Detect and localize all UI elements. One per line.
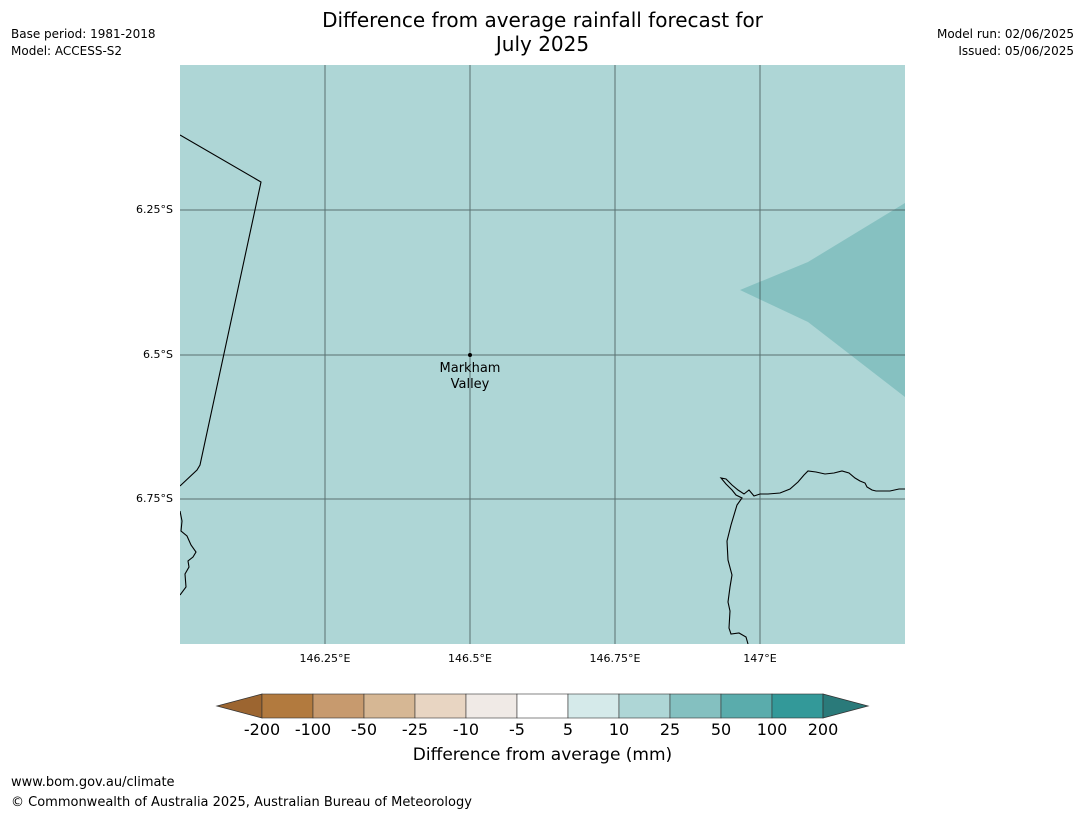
colorbar-label: 5 <box>562 720 574 739</box>
lat-label-6.5s: 6.5°S <box>143 348 173 361</box>
colorbar-swatch <box>618 693 671 719</box>
colorbar-label: -50 <box>350 720 378 739</box>
rainfall-class-10-25-area <box>740 203 905 397</box>
copyright-text: © Commonwealth of Australia 2025, Austra… <box>11 795 472 810</box>
colorbar-swatch <box>567 693 620 719</box>
colorbar-swatch <box>312 693 365 719</box>
colorbar-label: 50 <box>710 720 732 739</box>
colorbar-swatch <box>465 693 518 719</box>
map-canvas: Markham Valley <box>179 65 905 645</box>
colorbar-swatch <box>669 693 722 719</box>
lat-label-6.75s: 6.75°S <box>136 492 173 505</box>
coastline-west <box>179 510 197 596</box>
border-line <box>179 134 262 487</box>
colorbar-arrow-high <box>822 693 870 719</box>
markham-valley-point <box>468 353 472 357</box>
issued-date-text: Issued: 05/06/2025 <box>958 44 1074 58</box>
colorbar-label: 200 <box>807 720 839 739</box>
map-panel[interactable]: Markham Valley <box>179 65 905 645</box>
colorbar-label: -200 <box>243 720 281 739</box>
colorbar-label: -25 <box>401 720 429 739</box>
colorbar-swatch <box>771 693 824 719</box>
lon-label-146.25e: 146.25°E <box>299 652 351 665</box>
colorbar-label: 25 <box>659 720 681 739</box>
place-label-line2: Valley <box>451 377 490 392</box>
map-title-line2: July 2025 <box>495 32 590 56</box>
colorbar-swatch <box>720 693 773 719</box>
colorbar-swatch <box>363 693 416 719</box>
boundaries <box>179 134 905 645</box>
model-name-text: Model: ACCESS-S2 <box>11 44 123 58</box>
colorbar-title: Difference from average (mm) <box>412 745 673 765</box>
coastline-east <box>719 470 905 645</box>
colorbar-label: 10 <box>608 720 630 739</box>
lon-label-146.75e: 146.75°E <box>589 652 641 665</box>
colorbar <box>215 692 871 720</box>
map-title-line1: Difference from average rainfall forecas… <box>322 8 763 32</box>
colorbar-arrow-low <box>215 693 263 719</box>
colorbar-swatch <box>516 693 569 719</box>
lat-label-6.25s: 6.25°S <box>136 203 173 216</box>
colorbar-swatch <box>261 693 314 719</box>
bom-url-link[interactable]: www.bom.gov.au/climate <box>11 775 175 790</box>
lon-label-147e: 147°E <box>743 652 777 665</box>
colorbar-label: -10 <box>452 720 480 739</box>
lon-label-146.5e: 146.5°E <box>448 652 492 665</box>
colorbar-swatches <box>215 693 870 719</box>
colorbar-swatch <box>414 693 467 719</box>
base-period-text: Base period: 1981-2018 <box>11 27 156 41</box>
place-label-line1: Markham <box>440 361 501 376</box>
colorbar-label: -5 <box>509 720 525 739</box>
model-run-text: Model run: 02/06/2025 <box>936 27 1074 41</box>
colorbar-label: 100 <box>756 720 788 739</box>
colorbar-label: -100 <box>294 720 332 739</box>
